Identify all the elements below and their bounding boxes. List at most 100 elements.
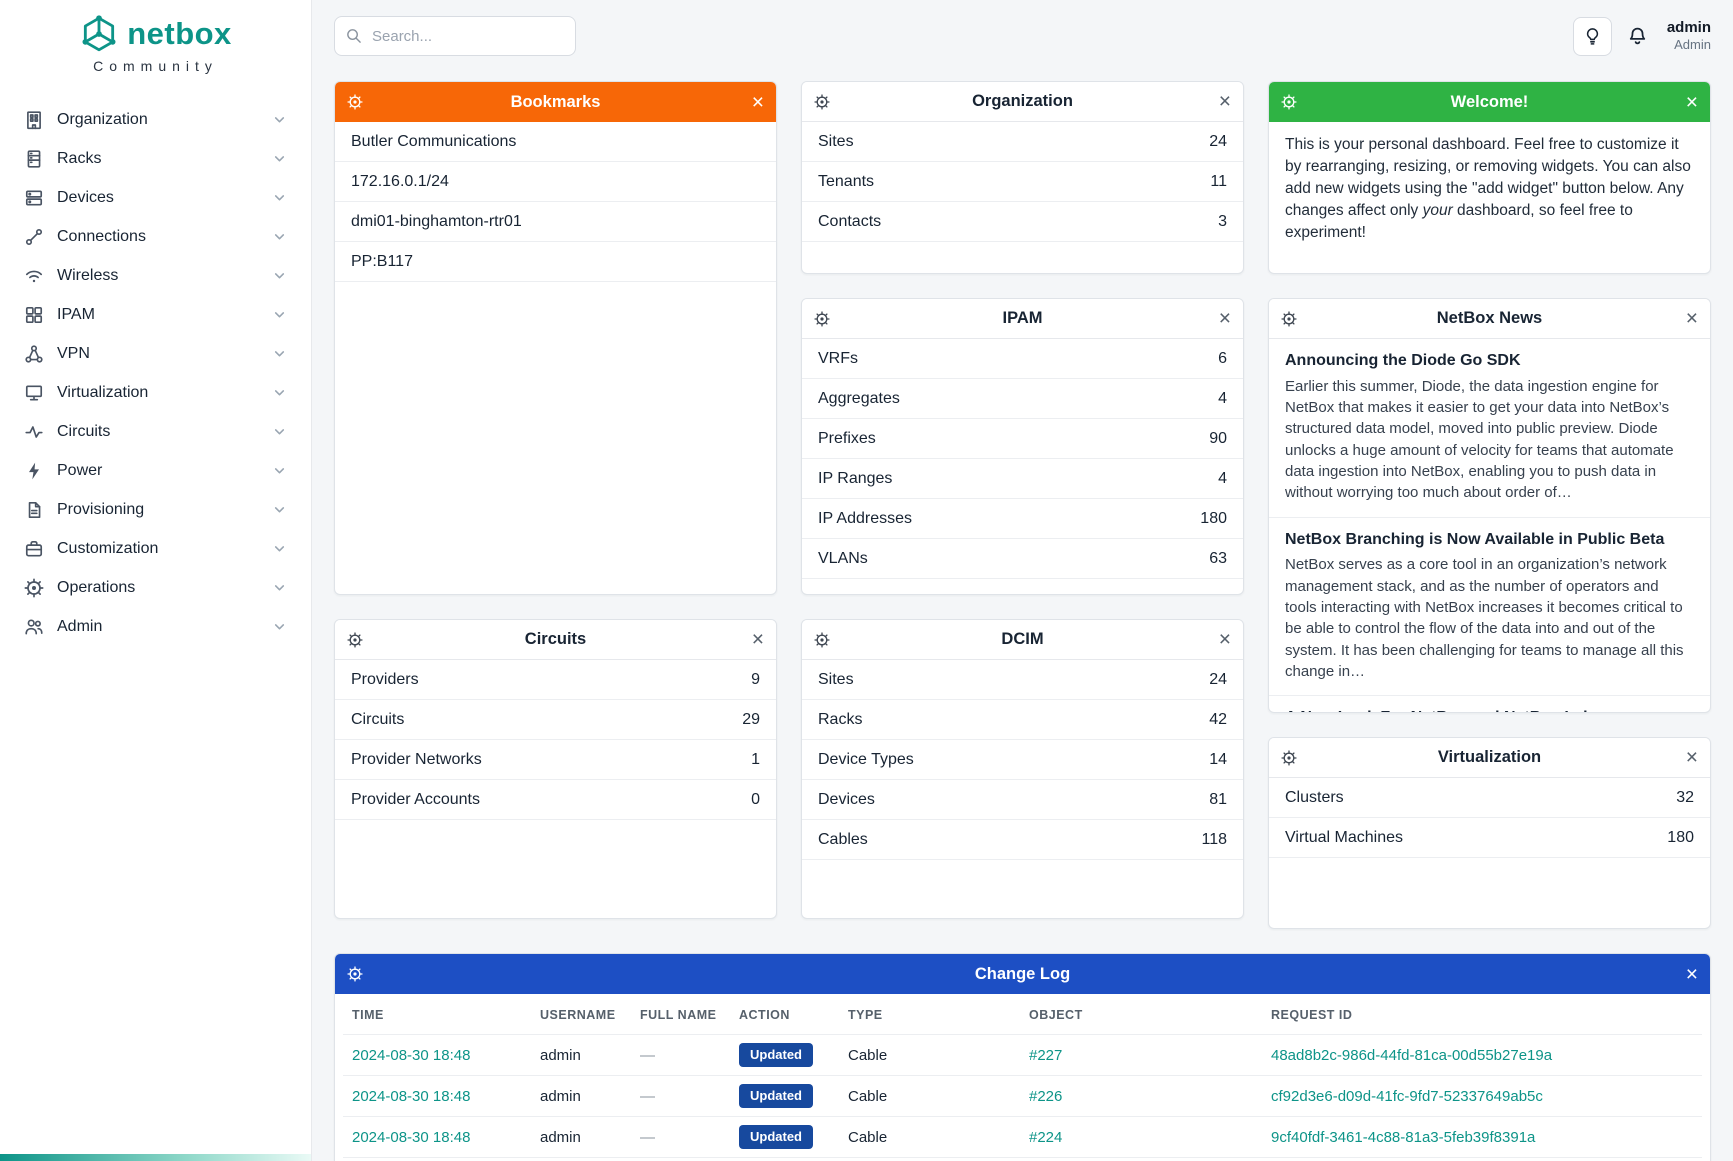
stat-row[interactable]: Contacts 3 (802, 202, 1243, 242)
request-id-link[interactable]: cf92d3e6-d09d-41fc-9fd7-52337649ab5c (1271, 1087, 1543, 1105)
sidebar-item-wireless[interactable]: Wireless (0, 256, 311, 295)
bookmark-item[interactable]: PP:B117 (335, 242, 776, 282)
bookmark-item[interactable]: dmi01-binghamton-rtr01 (335, 202, 776, 242)
sidebar-item-provisioning[interactable]: Provisioning (0, 490, 311, 529)
widget-close-button[interactable]: × (1686, 299, 1698, 338)
request-id-link[interactable]: 48ad8b2c-986d-44fd-81ca-00d55b27e19a (1271, 1046, 1553, 1064)
sidebar-item-power[interactable]: Power (0, 451, 311, 490)
sidebar-item-operations[interactable]: Operations (0, 568, 311, 607)
stat-row[interactable]: Circuits 29 (335, 700, 776, 740)
widget-settings-button[interactable] (814, 620, 830, 659)
brand-name: netbox (127, 16, 232, 51)
widget-settings-button[interactable] (1281, 738, 1297, 777)
bookmarks-list: Butler Communications 172.16.0.1/24 dmi01-… (335, 122, 776, 282)
widget-settings-button[interactable] (347, 620, 363, 659)
widget-close-button[interactable]: × (1219, 82, 1231, 121)
gear-icon (814, 310, 830, 327)
stat-row[interactable]: Prefixes 90 (802, 419, 1243, 459)
widget-close-button[interactable]: × (752, 620, 764, 659)
widget-settings-button[interactable] (347, 82, 363, 122)
widget-settings-button[interactable] (814, 82, 830, 121)
widget-header: Virtualization × (1269, 738, 1710, 778)
stat-row[interactable]: IP Addresses 180 (802, 499, 1243, 539)
stat-value: 3 (1218, 212, 1227, 230)
stat-row[interactable]: Devices 81 (802, 780, 1243, 820)
changelog-row: 2024-08-30 18:48 admin — Updated Cable #224 9c… (343, 1116, 1702, 1157)
notifications-button[interactable] (1627, 26, 1648, 47)
widget-close-button[interactable]: × (752, 82, 764, 122)
search-input[interactable] (334, 16, 576, 56)
widget-ipam: IPAM × VRFs 6 Aggregates 4 Prefixes 90 IP Rang… (801, 298, 1244, 595)
change-time-link[interactable]: 2024-08-30 18:48 (352, 1046, 471, 1064)
widget-close-button[interactable]: × (1686, 738, 1698, 777)
sidebar-item-customization[interactable]: Customization (0, 529, 311, 568)
change-fullname: — (640, 1128, 655, 1146)
change-object-link[interactable]: #224 (1029, 1128, 1063, 1146)
stat-row[interactable]: Racks 42 (802, 700, 1243, 740)
stat-row[interactable]: Cables 118 (802, 820, 1243, 860)
stat-label: Device Types (818, 750, 914, 768)
change-time-link[interactable]: 2024-08-30 18:48 (352, 1087, 471, 1105)
stat-row[interactable]: Aggregates 4 (802, 379, 1243, 419)
stat-row[interactable]: Providers 9 (335, 660, 776, 700)
sidebar-item-connections[interactable]: Connections (0, 217, 311, 256)
sidebar-item-label: VPN (57, 344, 90, 362)
news-headline-link[interactable]: NetBox Branching is Now Available in Pub… (1285, 530, 1665, 548)
widget-close-button[interactable]: × (1686, 82, 1698, 122)
sidebar-item-organization[interactable]: Organization (0, 100, 311, 139)
sidebar-item-vpn[interactable]: VPN (0, 334, 311, 373)
sidebar-item-devices[interactable]: Devices (0, 178, 311, 217)
action-badge: Updated (739, 1125, 813, 1149)
stat-row[interactable]: Virtual Machines 180 (1269, 818, 1710, 858)
stat-row[interactable]: Provider Accounts 0 (335, 780, 776, 820)
stat-value: 32 (1676, 788, 1694, 806)
change-object-link[interactable]: #227 (1029, 1046, 1063, 1064)
stat-label: Provider Accounts (351, 790, 480, 808)
sidebar-item-virtualization[interactable]: Virtualization (0, 373, 311, 412)
widget-dcim: DCIM × Sites 24 Racks 42 Device Types 14 Devic… (801, 619, 1244, 919)
widget-close-button[interactable]: × (1219, 299, 1231, 338)
stat-row[interactable]: Provider Networks 1 (335, 740, 776, 780)
stat-row[interactable]: VRFs 6 (802, 339, 1243, 379)
stat-label: Prefixes (818, 429, 876, 447)
netbox-logo[interactable]: netbox (0, 14, 311, 54)
sidebar-item-ipam[interactable]: IPAM (0, 295, 311, 334)
close-icon: × (1218, 628, 1231, 651)
request-id-link[interactable]: 9cf40fdf-3461-4c88-81a3-5feb39f8391a (1271, 1128, 1536, 1146)
stat-label: IP Ranges (818, 469, 893, 487)
bell-icon (1627, 26, 1648, 47)
bookmark-item[interactable]: 172.16.0.1/24 (335, 162, 776, 202)
widget-settings-button[interactable] (347, 954, 363, 994)
widget-settings-button[interactable] (1281, 299, 1297, 338)
sidebar: netbox Community Organization Racks Device… (0, 0, 312, 1161)
sidebar-item-admin[interactable]: Admin (0, 607, 311, 646)
sidebar-item-racks[interactable]: Racks (0, 139, 311, 178)
widget-title: DCIM (1001, 630, 1044, 648)
news-headline-link[interactable]: Announcing the Diode Go SDK (1285, 352, 1521, 369)
stat-row[interactable]: Clusters 32 (1269, 778, 1710, 818)
sidebar-item-circuits[interactable]: Circuits (0, 412, 311, 451)
widget-close-button[interactable]: × (1219, 620, 1231, 659)
change-username: admin (540, 1128, 581, 1146)
widget-bookmarks: Bookmarks × Butler Communications 172.16.… (334, 81, 777, 595)
change-time-link[interactable]: 2024-08-30 18:48 (352, 1128, 471, 1146)
news-headline-link[interactable]: A New Look For NetBox and NetBox Labs (1285, 708, 1694, 712)
widget-close-button[interactable]: × (1686, 954, 1698, 994)
theme-toggle-button[interactable] (1572, 16, 1612, 56)
widget-title: Virtualization (1437, 748, 1542, 766)
bookmark-item[interactable]: Butler Communications (335, 122, 776, 162)
stat-value: 9 (751, 670, 760, 688)
change-object-link[interactable]: #226 (1029, 1087, 1063, 1105)
stat-row[interactable]: Sites 24 (802, 122, 1243, 162)
stat-row[interactable]: Tenants 11 (802, 162, 1243, 202)
widget-settings-button[interactable] (814, 299, 830, 338)
gear-icon (1281, 94, 1297, 110)
stat-row[interactable]: Sites 24 (802, 660, 1243, 700)
widget-settings-button[interactable] (1281, 82, 1297, 122)
stat-row[interactable]: VLANs 63 (802, 539, 1243, 579)
stat-row[interactable]: IP Ranges 4 (802, 459, 1243, 499)
stat-value: 1 (751, 750, 760, 768)
stat-row[interactable]: Device Types 14 (802, 740, 1243, 780)
user-menu[interactable]: admin Admin (1667, 19, 1711, 53)
gear-icon (814, 631, 830, 648)
